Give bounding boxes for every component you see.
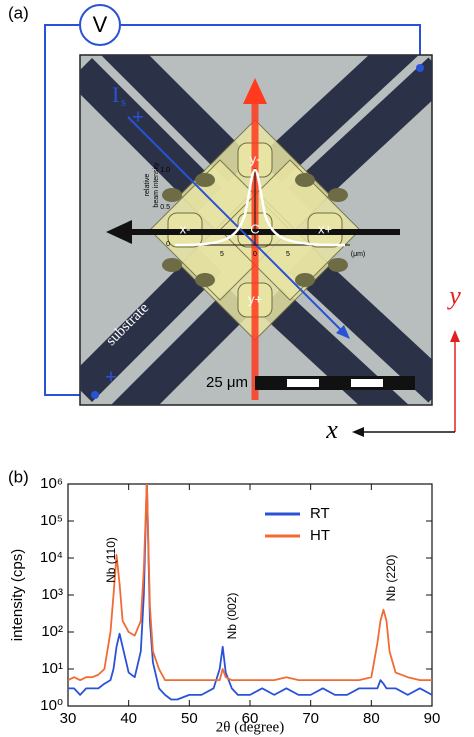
inset-xtick: 5 bbox=[220, 251, 224, 258]
inset-ytick: 0 bbox=[166, 241, 170, 248]
pad-label: y+ bbox=[248, 291, 262, 306]
axis-x-label: x bbox=[325, 415, 338, 444]
panel-label: (a) bbox=[8, 3, 29, 22]
y-tick-label: 10⁰ bbox=[40, 697, 63, 714]
plus-sign: + bbox=[132, 106, 144, 128]
x-tick-label: 80 bbox=[363, 710, 380, 727]
x-axis-label: 2θ (degree) bbox=[216, 719, 284, 735]
x-tick-label: 30 bbox=[60, 710, 77, 727]
inset-xtick: 0 bbox=[253, 251, 257, 258]
pad-label: C bbox=[250, 221, 259, 236]
legend-label: HT bbox=[310, 527, 330, 544]
x-tick-label: 90 bbox=[424, 710, 441, 727]
inset-ytick: 1.0 bbox=[160, 167, 170, 174]
pad-labels: y- x- C x+ y+ bbox=[180, 151, 332, 306]
series-line bbox=[68, 484, 432, 701]
x-tick-label: 70 bbox=[302, 710, 319, 727]
inset-xtick: 5 bbox=[286, 251, 290, 258]
arrowhead bbox=[243, 78, 267, 104]
current-line bbox=[127, 116, 345, 334]
y-tick-label: 10⁵ bbox=[40, 512, 63, 529]
inset-xunit: (μm) bbox=[351, 251, 366, 258]
inset-ytick: 0.5 bbox=[160, 204, 170, 211]
voltmeter bbox=[79, 4, 121, 46]
current-label: I bbox=[112, 82, 119, 107]
arrowhead bbox=[336, 325, 350, 339]
contacts bbox=[162, 173, 348, 287]
scale-label: 25 μm bbox=[206, 374, 248, 391]
y-tick-label: 10³ bbox=[41, 586, 63, 603]
arrowhead bbox=[352, 427, 364, 437]
y-tick-label: 10⁶ bbox=[40, 475, 63, 492]
peak-annotation: Nb (220) bbox=[384, 555, 398, 602]
panel-label: (b) bbox=[8, 467, 29, 486]
y-axis-label: intensity (cps) bbox=[9, 549, 26, 642]
x-tick-label: 40 bbox=[120, 710, 137, 727]
pad-label: y- bbox=[250, 151, 261, 166]
peak-annotation: Nb (110) bbox=[104, 537, 118, 583]
arrowhead bbox=[106, 220, 132, 244]
plot-area bbox=[68, 484, 432, 701]
pad-label: x- bbox=[180, 221, 191, 236]
wire bbox=[44, 24, 421, 396]
axis-y-label: y bbox=[446, 281, 461, 310]
inset-ylabel: relative bbox=[144, 174, 151, 197]
current-sub: s bbox=[121, 94, 126, 109]
wire-dot bbox=[416, 64, 424, 72]
x-tick-label: 50 bbox=[181, 710, 198, 727]
inset-curve bbox=[174, 168, 346, 247]
peak-annotation: Nb (002) bbox=[225, 593, 239, 640]
wire-dot bbox=[91, 391, 99, 399]
x-tick-label: 60 bbox=[242, 710, 259, 727]
y-tick-label: 10² bbox=[41, 623, 63, 640]
plot-frame bbox=[67, 483, 433, 707]
arrowhead bbox=[450, 330, 460, 342]
inset-ylabel: beam intensity bbox=[153, 162, 160, 208]
voltmeter-label: V bbox=[93, 12, 108, 37]
pad-label: x+ bbox=[318, 221, 332, 236]
scale-bar bbox=[255, 376, 415, 390]
plus-sign: + bbox=[105, 366, 117, 388]
y-tick-label: 10⁴ bbox=[40, 549, 63, 566]
series-line bbox=[68, 484, 432, 682]
legend-label: RT bbox=[310, 505, 330, 522]
y-tick-label: 10¹ bbox=[41, 660, 63, 677]
